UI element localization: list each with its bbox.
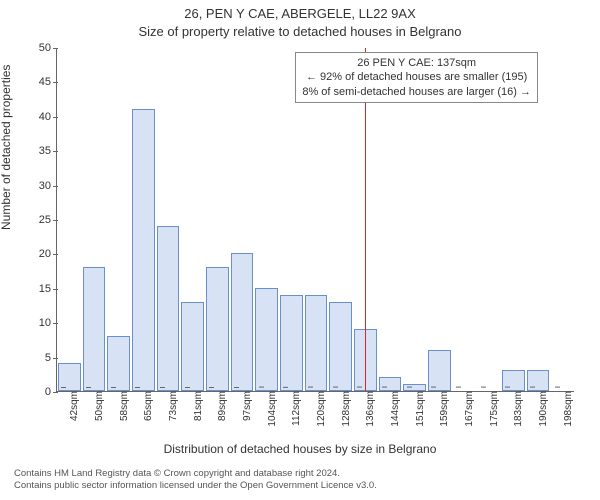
x-tick: 183sqm [509, 391, 524, 427]
x-tick: 42sqm [65, 391, 80, 421]
x-tick: 104sqm [263, 391, 278, 427]
x-tick: 58sqm [115, 391, 130, 421]
y-tick: 10 [21, 317, 57, 329]
bar [379, 377, 402, 391]
annotation-box: 26 PEN Y CAE: 137sqm← 92% of detached ho… [295, 52, 538, 103]
bar [132, 109, 155, 391]
bar [329, 302, 352, 391]
y-tick: 45 [21, 76, 57, 88]
bar [280, 295, 303, 391]
annotation-line-2: ← 92% of detached houses are smaller (19… [302, 70, 531, 84]
plot-area: 0510152025303540455042sqm50sqm58sqm65sqm… [56, 48, 574, 392]
bar [157, 226, 180, 391]
bar [255, 288, 278, 391]
bar [428, 350, 451, 391]
y-tick: 30 [21, 180, 57, 192]
bar [231, 253, 254, 391]
chart-root: { "title": "26, PEN Y CAE, ABERGELE, LL2… [0, 0, 600, 500]
y-tick: 0 [21, 386, 57, 398]
y-tick: 35 [21, 145, 57, 157]
annotation-line-3: 8% of semi-detached houses are larger (1… [302, 85, 531, 99]
y-tick: 40 [21, 111, 57, 123]
x-tick: 89sqm [213, 391, 228, 421]
footer-line-2: Contains public sector information licen… [14, 480, 377, 492]
x-tick: 167sqm [460, 391, 475, 427]
footer-line-1: Contains HM Land Registry data © Crown c… [14, 468, 377, 480]
y-tick: 25 [21, 214, 57, 226]
y-tick: 5 [21, 352, 57, 364]
x-tick: 97sqm [238, 391, 253, 421]
annotation-line-1: 26 PEN Y CAE: 137sqm [302, 56, 531, 70]
y-tick: 20 [21, 248, 57, 260]
x-tick: 159sqm [435, 391, 450, 427]
x-tick: 190sqm [534, 391, 549, 427]
x-tick: 112sqm [287, 391, 302, 426]
x-tick: 175sqm [485, 391, 500, 427]
attribution-footer: Contains HM Land Registry data © Crown c… [14, 468, 377, 492]
x-tick: 144sqm [386, 391, 401, 427]
y-tick: 50 [21, 42, 57, 54]
x-tick: 198sqm [559, 391, 574, 427]
y-axis-label: Number of detached properties [0, 65, 13, 230]
x-tick: 73sqm [164, 391, 179, 421]
x-tick: 128sqm [337, 391, 352, 427]
bar [305, 295, 328, 391]
x-tick: 151sqm [411, 391, 426, 427]
bar [107, 336, 130, 391]
x-tick: 81sqm [189, 391, 204, 421]
bar [181, 302, 204, 391]
y-tick: 15 [21, 283, 57, 295]
x-tick: 136sqm [361, 391, 376, 427]
x-tick: 65sqm [139, 391, 154, 421]
x-axis-label: Distribution of detached houses by size … [0, 442, 600, 456]
bar [83, 267, 106, 391]
chart-title: 26, PEN Y CAE, ABERGELE, LL22 9AX [0, 6, 600, 21]
chart-subtitle: Size of property relative to detached ho… [0, 24, 600, 39]
x-tick: 50sqm [90, 391, 105, 421]
x-tick: 120sqm [312, 391, 327, 427]
bar [206, 267, 229, 391]
